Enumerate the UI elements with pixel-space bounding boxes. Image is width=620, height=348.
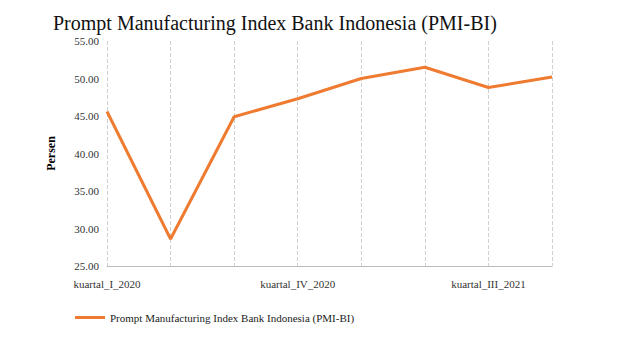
svg-text:40.00: 40.00: [74, 148, 99, 160]
svg-text:kuartal_IV_2020: kuartal_IV_2020: [260, 278, 336, 290]
svg-text:45.00: 45.00: [74, 110, 99, 122]
svg-text:55.00: 55.00: [74, 35, 99, 47]
svg-text:Prompt Manufacturing Index Ban: Prompt Manufacturing Index Bank Indonesi…: [110, 312, 354, 325]
svg-text:kuartal_III_2021: kuartal_III_2021: [451, 278, 526, 290]
svg-text:50.00: 50.00: [74, 73, 99, 85]
svg-text:25.00: 25.00: [74, 260, 99, 272]
svg-text:30.00: 30.00: [74, 223, 99, 235]
svg-text:35.00: 35.00: [74, 185, 99, 197]
svg-text:Persen: Persen: [44, 136, 58, 171]
svg-text:Prompt Manufacturing Index Ban: Prompt Manufacturing Index Bank Indonesi…: [53, 12, 497, 35]
svg-text:kuartal_I_2020: kuartal_I_2020: [73, 278, 141, 290]
